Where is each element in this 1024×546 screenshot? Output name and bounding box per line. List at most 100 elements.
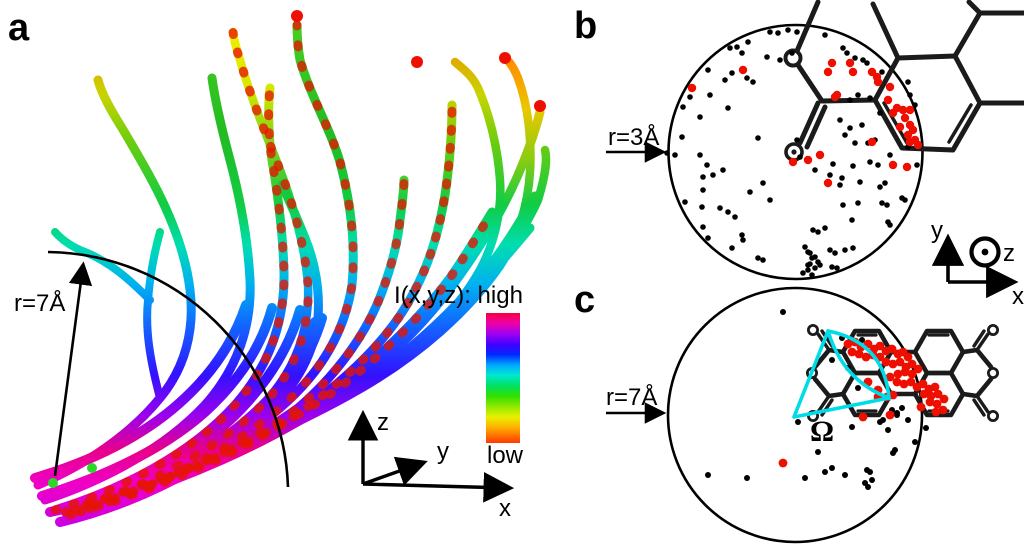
atom-dot-black — [832, 250, 838, 256]
atom-dot-black — [855, 385, 861, 391]
atom-dot-black — [805, 262, 811, 268]
atom-dot-black — [812, 254, 818, 260]
atom-dot-black — [682, 199, 688, 205]
atom-dot-red — [931, 407, 941, 417]
atom-dot-black — [829, 465, 835, 471]
atom-dot-black — [697, 152, 703, 158]
atom-dot-black — [827, 247, 833, 253]
axis-y-label-a: y — [437, 438, 449, 465]
atom-dot-black — [880, 417, 886, 423]
atom-dot-black — [844, 50, 850, 56]
atom-dot-black — [747, 189, 753, 195]
atom-dot-black — [837, 182, 843, 188]
atom-dot-black — [755, 135, 761, 141]
atom-dot-red — [848, 67, 858, 77]
atom-dot-black — [855, 200, 861, 206]
atom-dot-red — [893, 369, 903, 379]
green-tip-caps — [48, 463, 97, 488]
panel-b-black-dots — [664, 27, 920, 278]
panel-b-letter: b — [574, 5, 597, 47]
atom-dot-black — [850, 163, 856, 169]
atom-dot-red — [925, 397, 935, 407]
atom-dot-black — [839, 175, 845, 181]
panel-b-molecule — [783, 0, 1024, 162]
atom-dot-red — [933, 389, 943, 399]
atom-dot-black — [877, 110, 883, 116]
atom-dot-red — [885, 372, 895, 382]
atom-dot-black — [879, 200, 885, 206]
atom-dot-black — [710, 172, 716, 178]
atom-dot-black — [807, 250, 813, 256]
atom-dot-red — [913, 364, 923, 374]
atom-dot-black — [840, 202, 846, 208]
atom-dot-red — [803, 155, 813, 165]
atom-dot-black — [720, 167, 726, 173]
atom-dot-black — [705, 472, 711, 478]
omega-label: Ω — [810, 415, 834, 448]
red-tip-caps — [291, 10, 546, 112]
atom-dot-red — [861, 352, 871, 362]
atom-dot-black — [794, 29, 800, 35]
atom-dot-black — [842, 247, 848, 253]
atom-dot-black — [912, 102, 918, 108]
atom-dot-black — [680, 104, 686, 110]
atom-dot-black — [760, 257, 766, 263]
panel-c-circle — [666, 286, 924, 544]
atom-dot-black — [842, 472, 848, 478]
atom-dot-black — [800, 270, 806, 276]
atom-dot-red — [899, 379, 909, 389]
atom-dot-black — [745, 39, 751, 45]
filament-red-cap — [499, 52, 511, 64]
atom-dot-red — [918, 379, 928, 389]
atom-dot-black — [840, 45, 846, 51]
atom-dot-black — [767, 197, 773, 203]
atom-dot-red — [902, 162, 912, 172]
atom-dot-black — [885, 427, 891, 433]
atom-dot-black — [729, 245, 735, 251]
atom-dot-red — [905, 105, 915, 115]
atom-dot-black — [697, 114, 703, 120]
axis-z-label-a: z — [377, 409, 389, 436]
atom-dot-black — [902, 197, 908, 203]
atom-dot-red — [916, 402, 926, 412]
atom-dot-black — [700, 224, 706, 230]
atom-dot-red — [913, 140, 923, 150]
atom-dot-black — [732, 214, 738, 220]
radius-arrow — [53, 261, 93, 477]
atom-dot-black — [672, 152, 678, 158]
atom-dot-red — [895, 122, 905, 132]
atom-dot-red — [875, 341, 885, 351]
axis-x-label-a: x — [499, 495, 511, 522]
filament-red-cap — [411, 56, 423, 68]
atom-dot-black — [923, 425, 929, 431]
atom-center-dot — [791, 149, 797, 155]
atom-dot-black — [829, 357, 835, 363]
atom-dot-red — [881, 357, 891, 367]
atom-dot-black — [812, 167, 818, 173]
atom-dot-black — [780, 309, 786, 315]
atom-dot-black — [879, 69, 885, 75]
axes-3d — [347, 409, 515, 503]
atom-dot-red — [907, 359, 917, 369]
atom-dot-black — [842, 132, 848, 138]
atom-dot-black — [877, 184, 883, 190]
atom-dot-red — [885, 410, 895, 420]
atom-dot-black — [785, 27, 791, 33]
atom-dot-black — [717, 205, 723, 211]
atom-dot-red — [888, 108, 898, 118]
oxygen-atom-icon — [987, 409, 1000, 422]
atom-dot-black — [860, 57, 866, 63]
atom-dot-black — [795, 419, 801, 425]
atom-dot-black — [755, 255, 761, 261]
filament-green-cap — [48, 478, 58, 488]
atom-dot-black — [764, 54, 770, 60]
panel-c-black-dots — [705, 309, 929, 490]
atom-dot-black — [789, 50, 795, 56]
atom-dot-black — [822, 32, 828, 38]
solid-angle-cone — [792, 329, 892, 419]
atom-dot-red — [895, 357, 905, 367]
atom-dot-red — [939, 394, 949, 404]
axis-y-label-b: y — [931, 217, 943, 244]
z-out-of-plane-icon — [969, 236, 1001, 268]
